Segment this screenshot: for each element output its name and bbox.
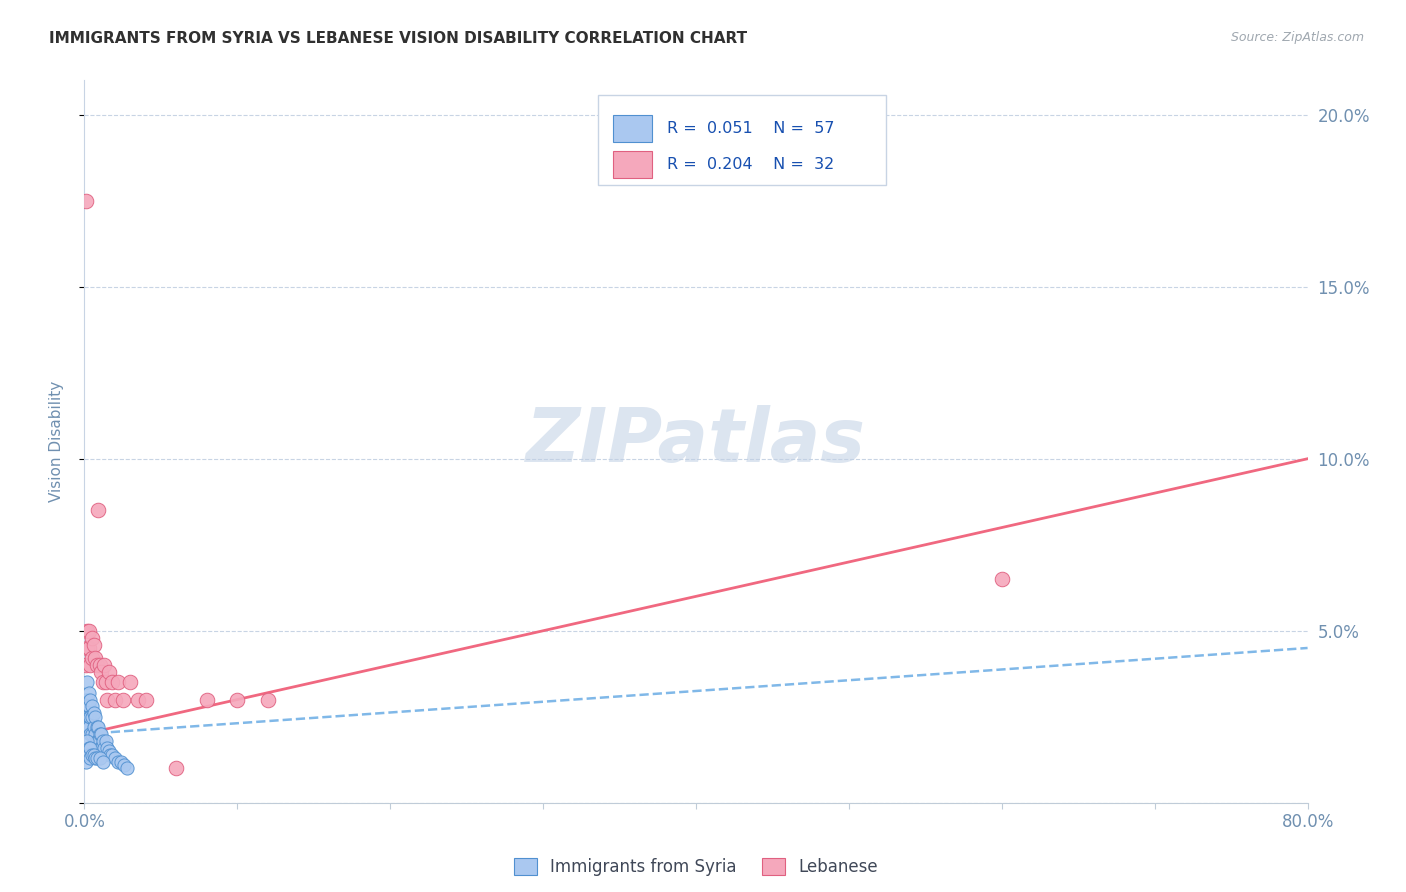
Text: R =  0.204    N =  32: R = 0.204 N = 32 [666,157,834,172]
Point [83,706,105,721]
Text: ZIPatlas: ZIPatlas [526,405,866,478]
Point [77,710,100,724]
Point [76,692,98,706]
Point [120,675,142,690]
Text: IMMIGRANTS FROM SYRIA VS LEBANESE VISION DISABILITY CORRELATION CHART: IMMIGRANTS FROM SYRIA VS LEBANESE VISION… [49,31,748,46]
Point [77,747,100,762]
Point [77,699,100,714]
Point [87,720,110,734]
Point [75,194,97,208]
Point [98,747,121,762]
Point [79,710,101,724]
Point [76,744,98,758]
Point [77,686,100,700]
Point [75,710,97,724]
Point [93,658,115,673]
Point [96,692,118,706]
Point [75,720,97,734]
Point [112,758,135,772]
Point [84,727,107,741]
Point [90,727,112,741]
Point [76,640,98,655]
Point [107,755,129,769]
Point [80,651,103,665]
Point [80,747,103,762]
Point [80,727,103,741]
Point [93,740,115,755]
Point [111,692,134,706]
Point [77,720,100,734]
Point [75,744,97,758]
Bar [613,114,652,142]
Point [135,692,157,706]
Point [80,631,103,645]
Point [86,658,108,673]
Point [76,720,98,734]
Point [165,761,187,775]
Point [89,658,111,673]
Point [195,692,218,706]
Point [86,734,108,748]
Point [79,740,101,755]
Point [104,692,127,706]
Point [96,740,118,755]
Point [226,692,249,706]
Legend: Immigrants from Syria, Lebanese: Immigrants from Syria, Lebanese [508,851,884,882]
Point [75,699,97,714]
Point [79,692,101,706]
Point [76,624,98,638]
Point [84,751,107,765]
Point [80,710,103,724]
Bar [613,151,652,178]
Point [90,665,112,679]
Point [97,744,120,758]
Point [83,747,105,762]
Point [75,692,97,706]
Point [86,751,108,765]
Point [101,675,124,690]
Point [91,675,114,690]
Point [76,675,98,690]
Point [115,761,138,775]
Point [127,692,149,706]
Point [84,651,107,665]
Point [76,710,98,724]
Point [75,658,97,673]
Point [84,710,107,724]
Text: Source: ZipAtlas.com: Source: ZipAtlas.com [1230,31,1364,45]
Point [94,734,117,748]
Point [110,755,132,769]
Text: R =  0.051    N =  57: R = 0.051 N = 57 [666,120,834,136]
Point [91,734,114,748]
Point [77,640,100,655]
Point [77,624,100,638]
Point [77,740,100,755]
Point [89,751,111,765]
Point [91,755,114,769]
Point [94,675,117,690]
Point [107,675,129,690]
Point [101,747,124,762]
Point [83,638,105,652]
Point [79,658,101,673]
Point [76,699,98,714]
Point [79,751,101,765]
Point [257,692,280,706]
Point [90,740,112,755]
Point [86,720,108,734]
Point [79,727,101,741]
Y-axis label: Vision Disability: Vision Disability [49,381,63,502]
Point [76,734,98,748]
Point [87,734,110,748]
FancyBboxPatch shape [598,95,886,185]
Point [89,740,111,755]
Point [75,755,97,769]
Point [991,572,1014,586]
Point [89,727,111,741]
Point [104,751,127,765]
Point [87,503,110,517]
Point [97,665,120,679]
Point [80,699,103,714]
Point [83,720,105,734]
